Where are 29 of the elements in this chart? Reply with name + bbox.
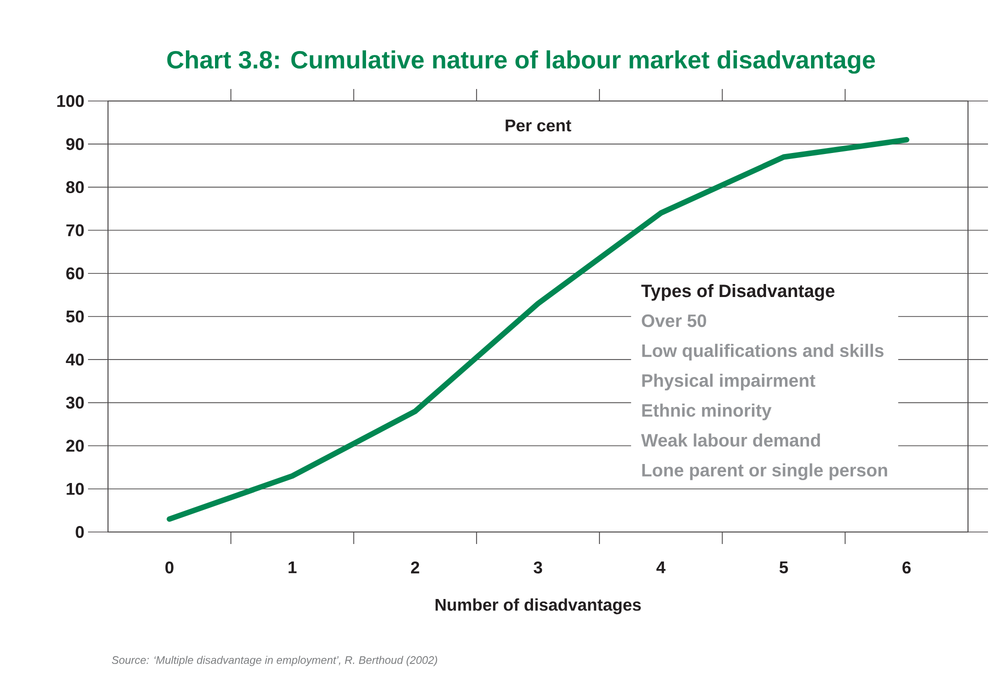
y-tick-label: 20	[66, 440, 84, 452]
chart-title: Chart 3.8: Cumulative nature of labour market disadvantage	[167, 50, 875, 74]
annotation: Low qualifications and skills	[642, 344, 884, 361]
y-tick-label: 0	[76, 526, 84, 538]
y-tick-label: 50	[66, 310, 84, 322]
annotation: Types of Disadvantage	[641, 284, 834, 301]
annotation: Weak labour demand	[641, 433, 820, 447]
x-axis-title: Number of disadvantages	[436, 598, 641, 614]
annotation: Over 50	[642, 314, 706, 328]
x-tick-label: 2	[411, 562, 420, 574]
x-tick-label: 6	[902, 562, 911, 574]
source-note: Source: ‘Multiple disadvantage in employment’, R. Berthoud (2002)	[112, 656, 438, 666]
x-tick-label: 0	[165, 562, 174, 574]
x-tick-label: 3	[534, 562, 542, 574]
y-tick-label: 90	[66, 138, 84, 150]
annotation: Lone parent or single person	[642, 463, 888, 480]
y-tick-label: 100	[57, 94, 84, 107]
annotation: Ethnic minority	[642, 404, 772, 420]
y-tick-label: 60	[66, 267, 84, 280]
x-tick-label: 1	[288, 562, 297, 574]
y-tick-label: 80	[66, 181, 84, 194]
y-tick-label: 40	[66, 354, 84, 366]
y-tick-label: 70	[66, 224, 84, 236]
x-tick-label: 4	[656, 562, 666, 574]
annotation: Physical impairment	[642, 374, 816, 390]
y-tick-label: 30	[66, 396, 84, 409]
y-axis-title: Per cent	[506, 120, 572, 132]
y-tick-label: 10	[66, 482, 84, 495]
x-tick-label: 5	[780, 562, 788, 574]
